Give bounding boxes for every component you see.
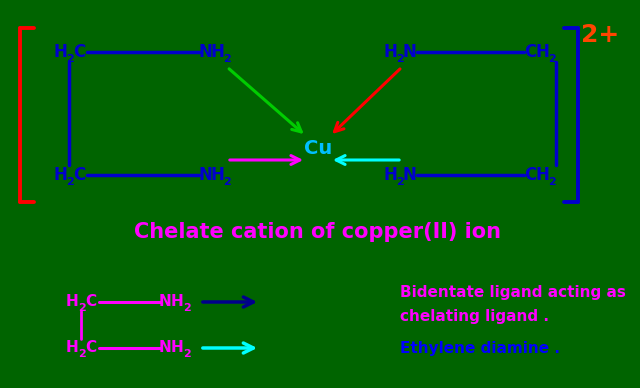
Text: N: N <box>159 341 172 355</box>
Text: H: H <box>53 43 67 61</box>
Text: H: H <box>383 166 397 184</box>
Text: H: H <box>66 341 78 355</box>
Text: C: C <box>73 43 85 61</box>
Text: 2: 2 <box>78 349 86 359</box>
Text: H: H <box>210 166 224 184</box>
Text: N: N <box>198 43 212 61</box>
Text: 2+: 2+ <box>581 23 619 47</box>
Text: H: H <box>535 166 549 184</box>
Text: 2: 2 <box>548 177 556 187</box>
Text: 2: 2 <box>183 303 191 313</box>
Text: N: N <box>159 294 172 310</box>
Text: Chelate cation of copper(II) ion: Chelate cation of copper(II) ion <box>134 222 502 242</box>
Text: C: C <box>524 166 536 184</box>
Text: 2: 2 <box>548 54 556 64</box>
Text: 2: 2 <box>223 54 231 64</box>
Text: H: H <box>171 341 184 355</box>
Text: Cu: Cu <box>304 139 332 158</box>
Text: C: C <box>524 43 536 61</box>
Text: C: C <box>85 294 97 310</box>
Text: H: H <box>535 43 549 61</box>
Text: Bidentate ligand acting as: Bidentate ligand acting as <box>400 286 626 300</box>
Text: H: H <box>171 294 184 310</box>
Text: 2: 2 <box>396 54 404 64</box>
Text: 2: 2 <box>183 349 191 359</box>
Text: 2: 2 <box>66 54 74 64</box>
Text: H: H <box>53 166 67 184</box>
Text: N: N <box>402 43 416 61</box>
Text: N: N <box>198 166 212 184</box>
Text: H: H <box>210 43 224 61</box>
Text: N: N <box>402 166 416 184</box>
Text: 2: 2 <box>223 177 231 187</box>
Text: C: C <box>73 166 85 184</box>
Text: Ethylene diamine .: Ethylene diamine . <box>400 341 560 355</box>
Text: chelating ligand .: chelating ligand . <box>400 308 549 324</box>
Text: C: C <box>85 341 97 355</box>
Text: 2: 2 <box>396 177 404 187</box>
Text: 2: 2 <box>78 303 86 313</box>
Text: H: H <box>383 43 397 61</box>
Text: H: H <box>66 294 78 310</box>
Text: 2: 2 <box>66 177 74 187</box>
